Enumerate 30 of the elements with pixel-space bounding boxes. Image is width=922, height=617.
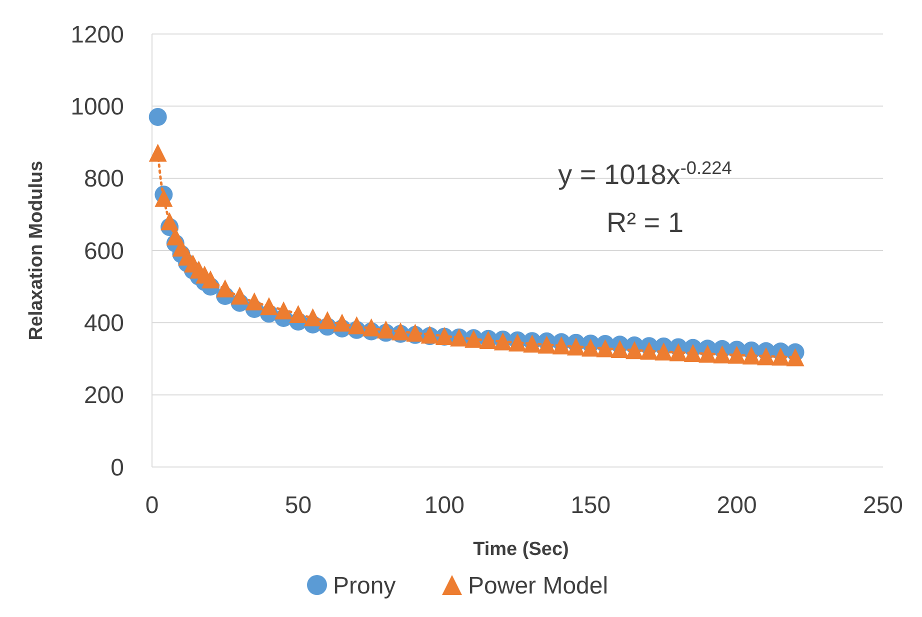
y-tick-label: 800	[84, 166, 124, 193]
x-tick-label: 150	[570, 492, 611, 519]
legend-label: Prony	[333, 572, 396, 600]
y-tick-label: 1200	[70, 21, 124, 48]
point	[786, 348, 804, 366]
y-tick-label: 0	[110, 454, 124, 482]
point	[304, 308, 322, 326]
point	[274, 301, 293, 320]
y-axis-title: Relaxation Modulus	[26, 160, 47, 340]
x-tick-label: 100	[424, 492, 464, 519]
point	[566, 337, 585, 356]
annotation: y = 1018x$^{-0.224}$	[558, 158, 732, 190]
x-axis-title: Time (Sec)	[473, 539, 569, 560]
annotation: R² = 1	[606, 207, 684, 238]
point	[640, 342, 658, 360]
y-tick-label: 600	[84, 238, 124, 265]
y-tick-label: 200	[84, 382, 124, 410]
point	[245, 292, 264, 310]
x-tick-label: 200	[716, 492, 757, 519]
point	[669, 343, 688, 362]
x-tick-label: 0	[145, 492, 159, 519]
y-tick-label: 1000	[70, 94, 124, 121]
point	[728, 346, 746, 364]
x-tick-label: 50	[284, 492, 312, 519]
point	[596, 339, 614, 358]
point	[148, 108, 167, 126]
legend-label: Power Model	[468, 572, 608, 600]
y-tick-label: 400	[84, 310, 124, 338]
point	[552, 336, 570, 354]
x-tick-label: 250	[862, 492, 904, 519]
